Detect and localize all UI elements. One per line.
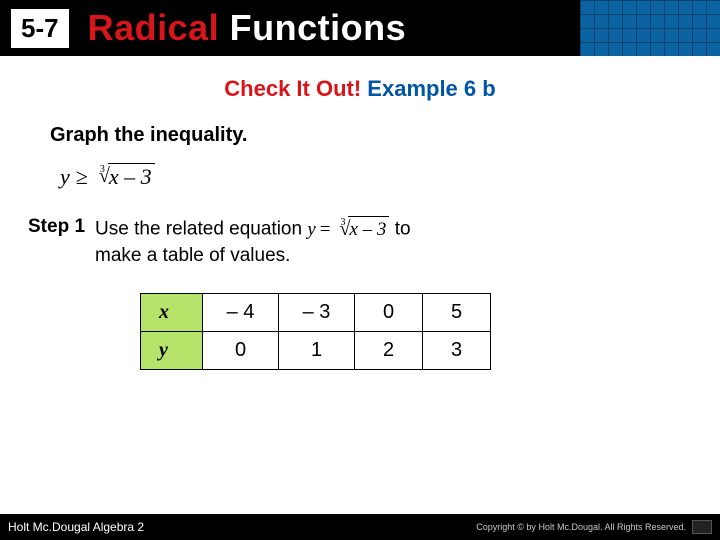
step-line2: make a table of values. <box>95 245 290 266</box>
step-label: Step 1 <box>28 216 85 238</box>
step-post: to <box>395 219 411 240</box>
example-label: Example 6 b <box>361 76 496 101</box>
cell-y-0: 0 <box>203 331 279 369</box>
table-row-x: x – 4 – 3 0 5 <box>141 293 491 331</box>
cell-x-1: – 3 <box>279 293 355 331</box>
step-text: Use the related equation y = 3 √ x – 3 t… <box>95 216 411 269</box>
header-bar: 5-7 Radical Functions <box>0 0 720 56</box>
check-it-out: Check It Out! <box>224 76 361 101</box>
related-equation: y = 3 √ x – 3 <box>307 216 389 243</box>
eq-root-index: 3 <box>341 216 346 230</box>
inequality-expression: y ≥ 3 √ x – 3 <box>60 163 720 190</box>
values-table-wrap: x – 4 – 3 0 5 y 0 1 2 3 <box>140 293 720 370</box>
cell-x-2: 0 <box>355 293 423 331</box>
values-table: x – 4 – 3 0 5 y 0 1 2 3 <box>140 293 491 370</box>
footer-right: Copyright © by Holt Mc.Dougal. All Right… <box>476 520 712 534</box>
eq-radicand: x – 3 <box>348 216 389 243</box>
page-title: Radical Functions <box>88 7 407 49</box>
title-functions: Functions <box>219 7 406 48</box>
cell-y-1: 1 <box>279 331 355 369</box>
footer-left-text: Holt Mc.Dougal Algebra 2 <box>8 520 144 534</box>
footer-bar: Holt Mc.Dougal Algebra 2 Copyright © by … <box>0 514 720 540</box>
section-number: 5-7 <box>10 8 70 49</box>
table-row-y: y 0 1 2 3 <box>141 331 491 369</box>
step-pre: Use the related equation <box>95 219 307 240</box>
header-grid-decor <box>580 0 720 56</box>
title-radical: Radical <box>88 7 220 48</box>
row-header-y: y <box>141 331 203 369</box>
cell-x-3: 5 <box>423 293 491 331</box>
row-header-x: x <box>141 293 203 331</box>
instruction-text: Graph the inequality. <box>50 124 720 147</box>
radicand: x – 3 <box>108 163 155 190</box>
cell-y-2: 2 <box>355 331 423 369</box>
eq-equals: = <box>320 217 331 243</box>
ineq-relation: ≥ <box>76 164 88 190</box>
step-1: Step 1 Use the related equation y = 3 √ … <box>28 216 720 269</box>
publisher-logo <box>692 520 712 534</box>
eq-lhs: y <box>307 217 315 243</box>
cell-x-0: – 4 <box>203 293 279 331</box>
root-index: 3 <box>100 164 105 175</box>
ineq-lhs: y <box>60 164 70 190</box>
cell-y-3: 3 <box>423 331 491 369</box>
copyright-text: Copyright © by Holt Mc.Dougal. All Right… <box>476 522 686 532</box>
example-heading: Check It Out! Example 6 b <box>0 76 720 102</box>
eq-cube-root: 3 √ x – 3 <box>335 216 390 243</box>
cube-root: 3 √ x – 3 <box>94 163 155 190</box>
